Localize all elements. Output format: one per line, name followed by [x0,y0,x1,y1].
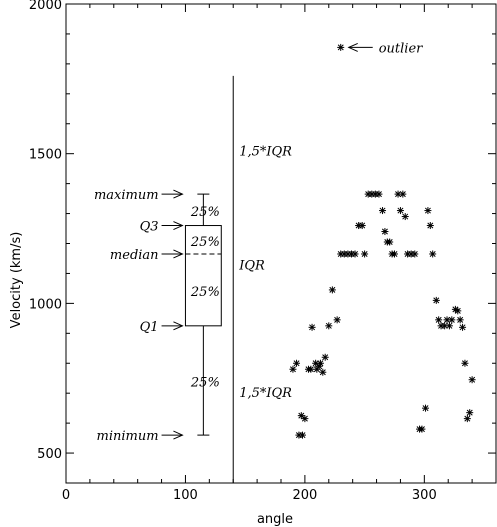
data-point [401,213,409,221]
pct-bottom-label: 25% [190,375,220,390]
data-point [424,207,432,215]
data-point [299,431,306,439]
data-point [325,322,333,330]
data-point [361,250,369,258]
pct-upper-label: 25% [190,235,220,250]
arrow-median-head [173,249,184,259]
data-point [381,228,389,236]
data-point [307,365,315,373]
q1-label: Q1 [140,320,159,335]
iqr-lower-label: 1,5*IQR [239,386,292,401]
arrow-minimum-head [173,430,184,440]
data-point [319,368,327,376]
data-point [418,425,426,433]
pct-top-label: 25% [190,205,220,220]
x-tick-label: 0 [62,488,70,503]
data-point [466,409,474,417]
boxplot [184,75,234,483]
arrow-outlier-head [347,42,358,52]
data-point [429,250,437,258]
data-point [386,238,394,246]
data-point [289,365,297,373]
y-tick-label: 1000 [29,297,62,312]
data-point [445,322,453,330]
data-point [399,190,407,198]
outlier-label: outlier [379,41,423,56]
data-point [468,376,476,384]
data-point [321,353,329,361]
plot-frame [65,3,497,484]
iqr-upper-label: 1,5*IQR [239,145,292,160]
data-point [463,415,471,423]
x-tick-label: 200 [292,488,317,503]
data-point [293,359,301,367]
arrow-maximum-head [173,189,184,199]
data-point [456,316,464,324]
y-axis-title: Velocity (km/s) [9,232,24,329]
x-tick-label: 300 [412,488,437,503]
arrow-q3-head [173,221,184,230]
data-point [316,359,324,367]
q3-label: Q3 [140,220,159,235]
pct-lower-label: 25% [190,285,220,300]
minimum-label: minimum [97,429,159,444]
data-point [301,415,309,423]
median-label: median [110,248,159,263]
data-point [390,250,398,258]
data-point [422,404,430,412]
tick-marks [65,3,497,484]
y-tick-label: 2000 [29,0,62,13]
data-point [448,316,456,324]
annotation-arrows [161,42,373,440]
data-point [454,307,462,315]
data-point [328,286,336,294]
data-point [396,207,404,215]
y-tick-label: 1500 [29,148,62,163]
data-point [435,316,443,324]
data-point [351,250,359,258]
y-tick-label: 500 [37,447,62,462]
iqr-mid-label: IQR [238,259,265,274]
data-point [308,323,316,331]
x-axis-title: angle [257,512,293,527]
arrow-q1-head [173,321,184,331]
data-points [289,43,476,439]
data-point [358,222,366,230]
data-point [375,190,383,198]
axes [65,3,497,484]
data-point [337,43,345,51]
data-point [333,316,341,324]
tick-labels: 0 100 200 300 500 1000 1500 2000 [29,0,437,503]
data-point [461,359,469,367]
data-point [379,207,387,215]
maximum-label: maximum [94,188,159,203]
data-point [432,296,440,304]
data-point [426,222,434,230]
data-point [459,323,467,331]
x-tick-label: 100 [173,488,198,503]
data-point [394,190,402,198]
data-point [411,250,419,258]
